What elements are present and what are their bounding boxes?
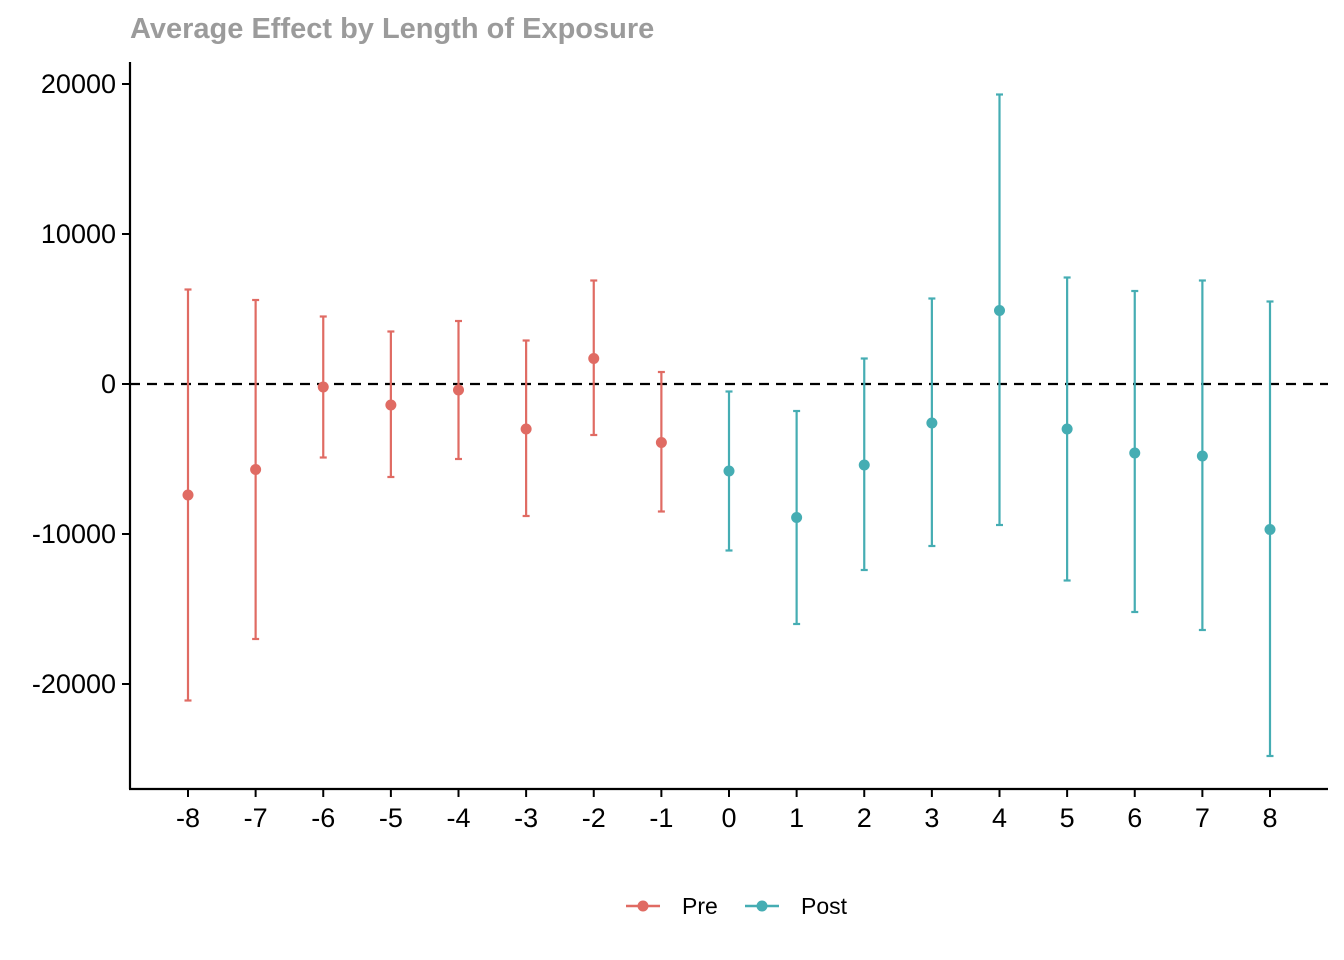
x-tick-label: 7 [1195, 803, 1210, 833]
x-tick-label: -3 [514, 803, 538, 833]
y-tick-label: -20000 [32, 669, 116, 699]
x-tick-label: 2 [857, 803, 872, 833]
legend-item-pre: Pre [626, 893, 718, 919]
x-tick-label: -2 [582, 803, 606, 833]
x-tick-label: 1 [789, 803, 804, 833]
chart-title: Average Effect by Length of Exposure [130, 13, 654, 45]
axes: -20000 -10000 0 10000 20000 -8 -7 -6 -5 -4 -3 -2 -1 0… [32, 62, 1328, 833]
legend-label: Post [801, 893, 848, 919]
point-estimate [791, 512, 803, 523]
point-estimate [385, 399, 397, 411]
y-tick-label: 10000 [41, 219, 116, 249]
series-post [723, 93, 1276, 758]
point-estimate [588, 353, 600, 364]
x-tick-label: -5 [379, 803, 403, 833]
x-tick-label: 3 [924, 803, 939, 833]
x-tick-label: -8 [176, 803, 200, 833]
legend-item-post: Post [745, 893, 848, 919]
y-tick-label: 20000 [41, 69, 116, 99]
point-estimate [858, 459, 870, 471]
point-estimate [182, 489, 194, 501]
series-pre [182, 279, 667, 702]
legend: Pre Post [626, 893, 848, 919]
point-estimate [1061, 423, 1073, 435]
legend-marker [637, 900, 649, 912]
point-estimate [926, 417, 938, 429]
x-tick-label: 0 [721, 803, 736, 833]
point-estimate [1264, 524, 1276, 535]
x-tick-label: 5 [1060, 803, 1075, 833]
point-estimate [723, 465, 735, 477]
y-tick-label: 0 [101, 369, 116, 399]
point-estimate [1129, 447, 1141, 459]
point-estimate [994, 305, 1005, 316]
legend-marker [756, 900, 768, 912]
point-estimate [453, 384, 464, 396]
point-estimate [520, 423, 532, 435]
y-tick-label: -10000 [32, 519, 116, 549]
x-tick-label: -4 [446, 803, 470, 833]
plot-area [130, 93, 1328, 758]
x-tick-label: 4 [992, 803, 1007, 833]
x-tick-label: -6 [311, 803, 335, 833]
point-estimate [655, 437, 667, 448]
x-tick-label: -7 [244, 803, 268, 833]
point-estimate [1196, 450, 1208, 462]
x-tick-label: -1 [649, 803, 673, 833]
point-estimate [317, 381, 329, 393]
x-tick-label: 6 [1127, 803, 1142, 833]
legend-label: Pre [682, 893, 718, 919]
point-estimate [250, 464, 262, 475]
x-tick-label: 8 [1262, 803, 1277, 833]
